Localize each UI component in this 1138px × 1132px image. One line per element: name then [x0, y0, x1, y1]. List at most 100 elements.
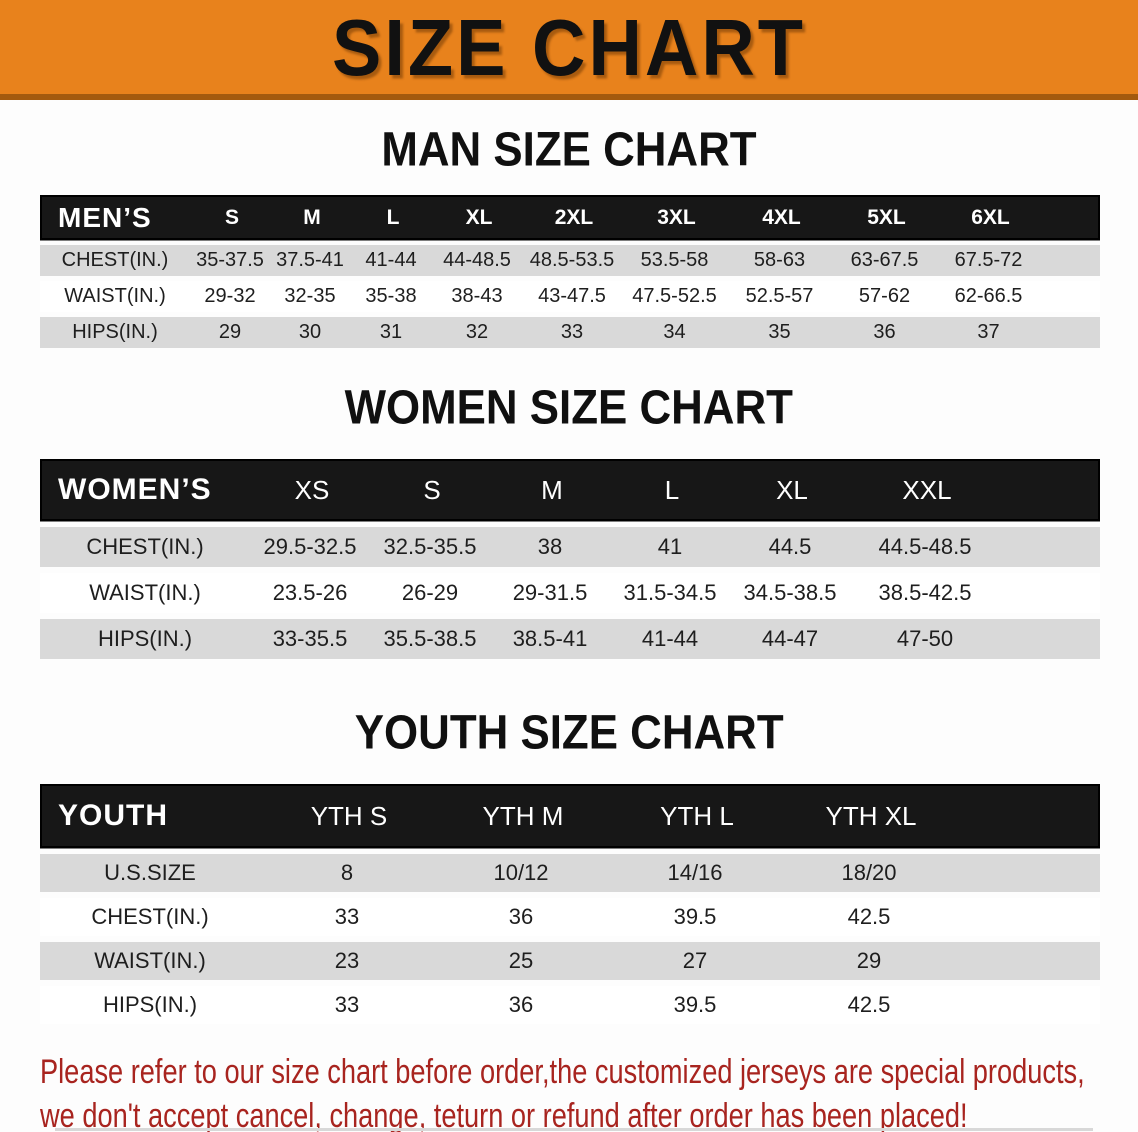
value-cell: 44.5	[768, 534, 812, 559]
value-cell: 31.5-34.5	[623, 580, 717, 605]
value-cell: 33	[334, 904, 360, 929]
value-cell: 38.5-42.5	[878, 580, 972, 605]
row-label: CHEST(IN.)	[61, 249, 169, 271]
size-header-cell: S	[423, 474, 441, 505]
mens-table-label: MEN’S	[58, 201, 152, 233]
value-cell: 18/20	[841, 860, 897, 885]
youth-table-row: HIPS(IN.) 33 36 39.5 42.5	[40, 986, 1100, 1024]
value-cell: 32-35	[284, 285, 336, 307]
value-cell: 44-47	[761, 626, 819, 651]
value-cell: 43-47.5	[538, 285, 606, 307]
value-cell: 39.5	[673, 992, 717, 1017]
value-cell: 41	[657, 534, 683, 559]
value-cell: 41-44	[641, 626, 699, 651]
value-cell: 33	[334, 992, 360, 1017]
value-cell: 63-67.5	[850, 249, 919, 271]
value-cell: 37.5-41	[276, 249, 344, 271]
youth-table-row: CHEST(IN.) 33 36 39.5 42.5	[40, 898, 1100, 936]
banner-title: SIZE CHART	[332, 2, 806, 92]
size-header-cell: M	[303, 205, 321, 229]
youth-section-heading-text: YOUTH SIZE CHART	[354, 706, 784, 760]
disclaimer-line-2: we don't accept cancel, change, teturn o…	[40, 1097, 968, 1132]
value-cell: 37	[977, 321, 1000, 343]
size-header-cell: 2XL	[554, 205, 594, 229]
value-cell: 67.5-72	[954, 249, 1023, 271]
size-header-cell: 6XL	[971, 205, 1010, 229]
womens-table-row: WAIST(IN.) 23.5-26 26-29 29-31.5 31.5-34.5 34…	[40, 573, 1100, 613]
size-header-cell: XXL	[902, 474, 952, 505]
value-cell: 41-44	[365, 249, 417, 271]
value-cell: 14/16	[667, 860, 723, 885]
value-cell: 30	[298, 321, 322, 343]
value-cell: 32.5-35.5	[383, 534, 477, 559]
size-header-cell: YTH S	[310, 800, 388, 831]
mens-table-row: CHEST(IN.) 35-37.5 37.5-41 41-44 44-48.5 48.5…	[40, 245, 1100, 276]
value-cell: 57-62	[858, 285, 911, 307]
row-label: U.S.SIZE	[104, 860, 196, 885]
youth-table-header-row: YOUTH YTH S YTH M YTH L YTH XL	[40, 784, 1100, 848]
value-cell: 29.5-32.5	[263, 534, 357, 559]
size-header-cell: XL	[465, 205, 493, 229]
value-cell: 38	[537, 534, 563, 559]
value-cell: 47-50	[896, 626, 954, 651]
womens-table-row: CHEST(IN.) 29.5-32.5 32.5-35.5 38 41 44.5 44.5…	[40, 527, 1100, 567]
row-label: WAIST(IN.)	[94, 948, 206, 973]
value-cell: 8	[340, 860, 354, 885]
row-label: CHEST(IN.)	[91, 904, 209, 929]
size-header-cell: 4XL	[762, 205, 801, 229]
value-cell: 27	[682, 948, 708, 973]
value-cell: 10/12	[493, 860, 549, 885]
youth-size-table: YOUTH YTH S YTH M YTH L YTH XL U.S.SIZE 8 10/12…	[40, 784, 1100, 1024]
value-cell: 35	[768, 321, 791, 343]
value-cell: 29-32	[204, 285, 256, 307]
size-header-cell: XS	[294, 474, 330, 505]
value-cell: 29-31.5	[512, 580, 588, 605]
youth-section-heading: YOUTH SIZE CHART	[0, 706, 1138, 760]
value-cell: 33-35.5	[272, 626, 348, 651]
mens-section-heading: MAN SIZE CHART	[0, 123, 1138, 177]
value-cell: 36	[508, 904, 534, 929]
value-cell: 58-63	[753, 249, 806, 271]
row-label: CHEST(IN.)	[86, 534, 204, 559]
size-header-cell: 5XL	[867, 205, 906, 229]
mens-table-header-row: MEN’S S M L XL 2XL 3XL 4XL 5XL 6XL	[40, 195, 1100, 240]
size-header-cell: 3XL	[657, 205, 696, 229]
value-cell: 44.5-48.5	[878, 534, 972, 559]
womens-section-heading-text: WOMEN SIZE CHART	[344, 381, 794, 435]
value-cell: 36	[873, 321, 896, 343]
mens-table-row: HIPS(IN.) 29 30 31 32 33 34 35 36 37	[40, 317, 1100, 348]
size-header-cell: M	[541, 474, 563, 505]
womens-table-row: HIPS(IN.) 33-35.5 35.5-38.5 38.5-41 41-44 44-…	[40, 619, 1100, 659]
disclaimer-line-1: Please refer to our size chart before or…	[40, 1053, 1085, 1091]
row-label: HIPS(IN.)	[72, 321, 158, 343]
womens-size-table: WOMEN’S XS S M L XL XXL CHEST(IN.) 29.5-32.5 32.5…	[40, 459, 1100, 659]
value-cell: 39.5	[673, 904, 717, 929]
row-label: HIPS(IN.)	[102, 992, 198, 1017]
value-cell: 32	[465, 321, 489, 343]
value-cell: 52.5-57	[745, 285, 814, 307]
value-cell: 35-38	[365, 285, 417, 307]
value-cell: 29	[856, 948, 882, 973]
size-header-cell: XL	[776, 474, 808, 505]
value-cell: 42.5	[847, 992, 891, 1017]
bottom-divider	[55, 1128, 1093, 1131]
size-header-cell: YTH XL	[825, 800, 917, 831]
size-header-cell: YTH M	[482, 800, 564, 831]
row-label: WAIST(IN.)	[64, 285, 166, 307]
value-cell: 36	[508, 992, 534, 1017]
womens-table-label: WOMEN’S	[58, 473, 212, 506]
youth-table-row: WAIST(IN.) 23 25 27 29	[40, 942, 1100, 980]
value-cell: 34.5-38.5	[743, 580, 837, 605]
value-cell: 38.5-41	[512, 626, 588, 651]
size-header-cell: YTH L	[660, 800, 734, 831]
mens-size-table: MEN’S S M L XL 2XL 3XL 4XL 5XL 6XL CHEST(IN.) 35-37…	[40, 195, 1100, 348]
value-cell: 53.5-58	[640, 249, 709, 271]
size-header-cell: S	[224, 205, 239, 229]
youth-table-row: U.S.SIZE 8 10/12 14/16 18/20	[40, 854, 1100, 892]
row-label: HIPS(IN.)	[97, 626, 193, 651]
value-cell: 47.5-52.5	[632, 285, 717, 307]
value-cell: 26-29	[401, 580, 459, 605]
womens-section-heading: WOMEN SIZE CHART	[0, 381, 1138, 435]
size-chart-banner: SIZE CHART	[0, 0, 1138, 100]
value-cell: 23	[334, 948, 360, 973]
